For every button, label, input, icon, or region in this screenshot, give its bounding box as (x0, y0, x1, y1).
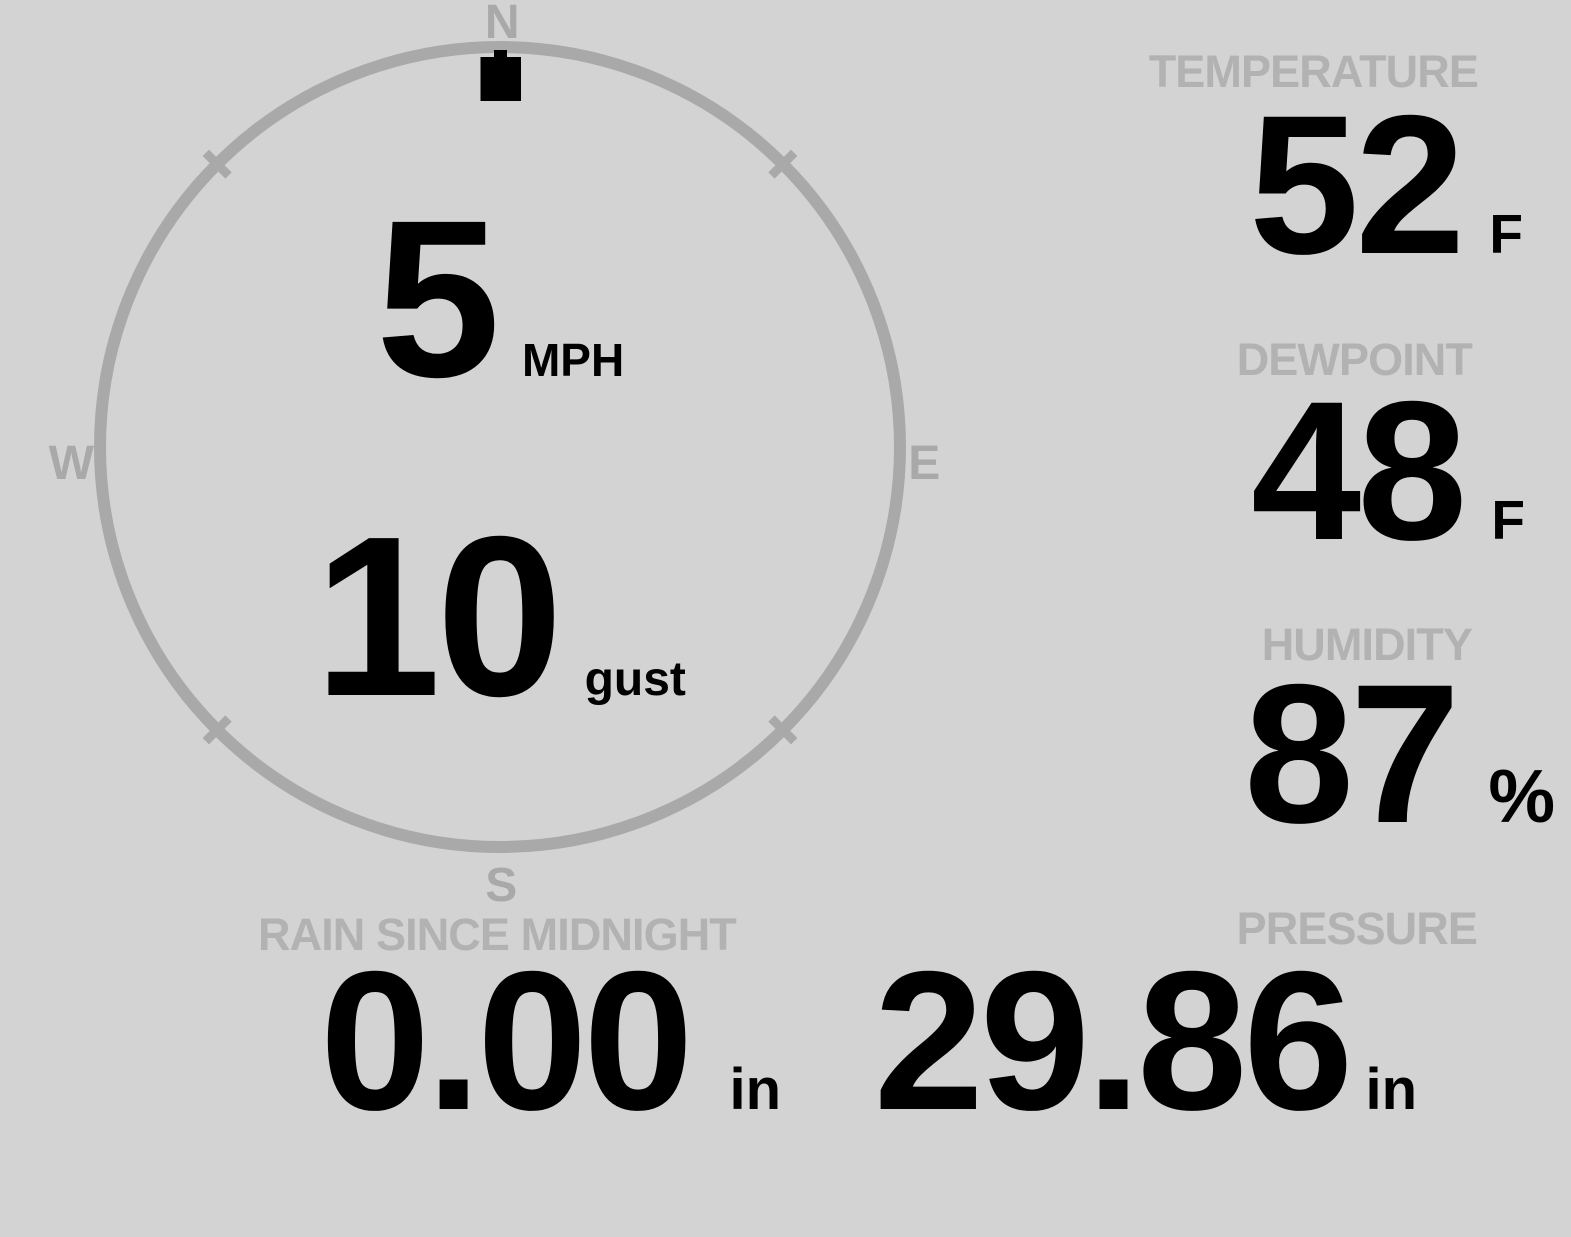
dewpoint-unit: F (1491, 489, 1525, 551)
compass-tick-nw (202, 149, 232, 179)
humidity-value: 87 (1243, 643, 1460, 864)
compass-tick-ne (768, 149, 798, 179)
temperature-label: TEMPERATURE (1148, 46, 1479, 97)
rain-unit: in (729, 1057, 782, 1122)
pressure-unit: in (1365, 1057, 1417, 1122)
dewpoint-value: 48 (1251, 360, 1467, 581)
compass-label-east: E (908, 437, 940, 490)
dewpoint-label: DEWPOINT (1236, 334, 1473, 385)
temperature-value: 52 (1249, 74, 1465, 295)
compass-tick-sw (202, 715, 232, 745)
compass-label-south: S (485, 859, 517, 912)
compass-label-north: N (485, 0, 519, 49)
pressure-value: 29.86 (873, 930, 1354, 1151)
rain-value-row: 0.00 in (320, 942, 781, 1140)
wind-gust-row: 10 gust (0, 503, 1000, 731)
dewpoint-value-row: 48 F (1251, 372, 1525, 570)
wind-speed-value: 5 (375, 174, 501, 424)
rain-label: RAIN SINCE MIDNIGHT (258, 909, 737, 960)
pressure-label: PRESSURE (1236, 903, 1478, 954)
wind-gust-value: 10 (314, 490, 563, 744)
wind-compass: N E S W (49, 0, 941, 912)
humidity-value-row: 87% (1244, 655, 1555, 853)
humidity-unit: % (1488, 754, 1555, 838)
compass-tick-se (768, 715, 798, 745)
wind-gust-unit: gust (584, 653, 686, 706)
compass-circle (94, 41, 906, 853)
temperature-unit: F (1489, 203, 1523, 265)
wind-speed-unit: MPH (521, 334, 625, 386)
humidity-label: HUMIDITY (1261, 619, 1473, 670)
wind-direction-marker (480, 50, 521, 101)
temperature-value-row: 52 F (1249, 86, 1523, 284)
rain-value: 0.00 (320, 930, 693, 1151)
wind-speed-row: 5 MPH (0, 187, 1000, 411)
compass-label-west: W (49, 437, 95, 490)
pressure-value-row: 29.86 in (874, 942, 1417, 1140)
